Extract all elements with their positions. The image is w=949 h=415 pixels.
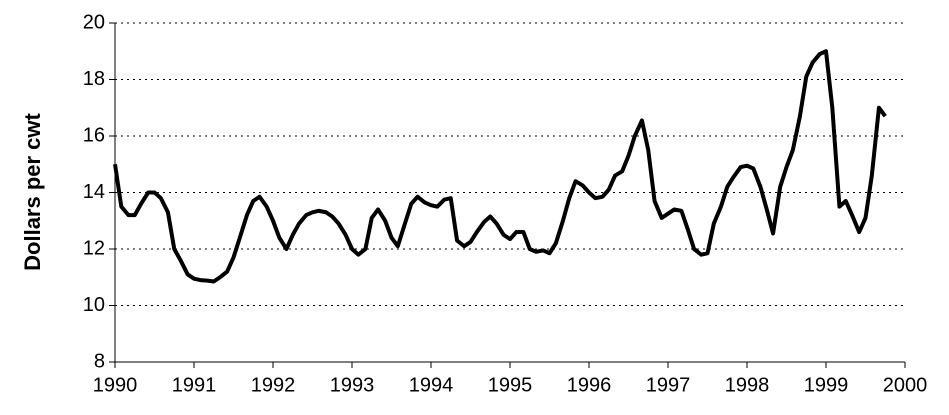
x-tick-label: 1993: [330, 374, 375, 396]
y-tick-label: 12: [83, 237, 105, 259]
x-tick-label: 1992: [251, 374, 296, 396]
y-tick-label: 20: [83, 11, 105, 33]
y-tick-label: 16: [83, 124, 105, 146]
x-tick-label: 1999: [804, 374, 849, 396]
x-tick-label: 1990: [93, 374, 138, 396]
y-tick-label: 14: [83, 181, 105, 203]
x-tick-label: 1998: [725, 374, 770, 396]
y-axis-label: Dollars per cwt: [20, 112, 45, 270]
x-tick-label: 1995: [488, 374, 533, 396]
x-tick-label: 2000: [883, 374, 928, 396]
y-tick-label: 18: [83, 68, 105, 90]
y-tick-label: 8: [94, 350, 105, 372]
x-tick-label: 1991: [172, 374, 217, 396]
y-tick-label: 10: [83, 294, 105, 316]
line: [113, 49, 887, 284]
x-tick-label: 1997: [646, 374, 691, 396]
x-tick-label: 1996: [567, 374, 612, 396]
x-tick-label: 1994: [409, 374, 454, 396]
